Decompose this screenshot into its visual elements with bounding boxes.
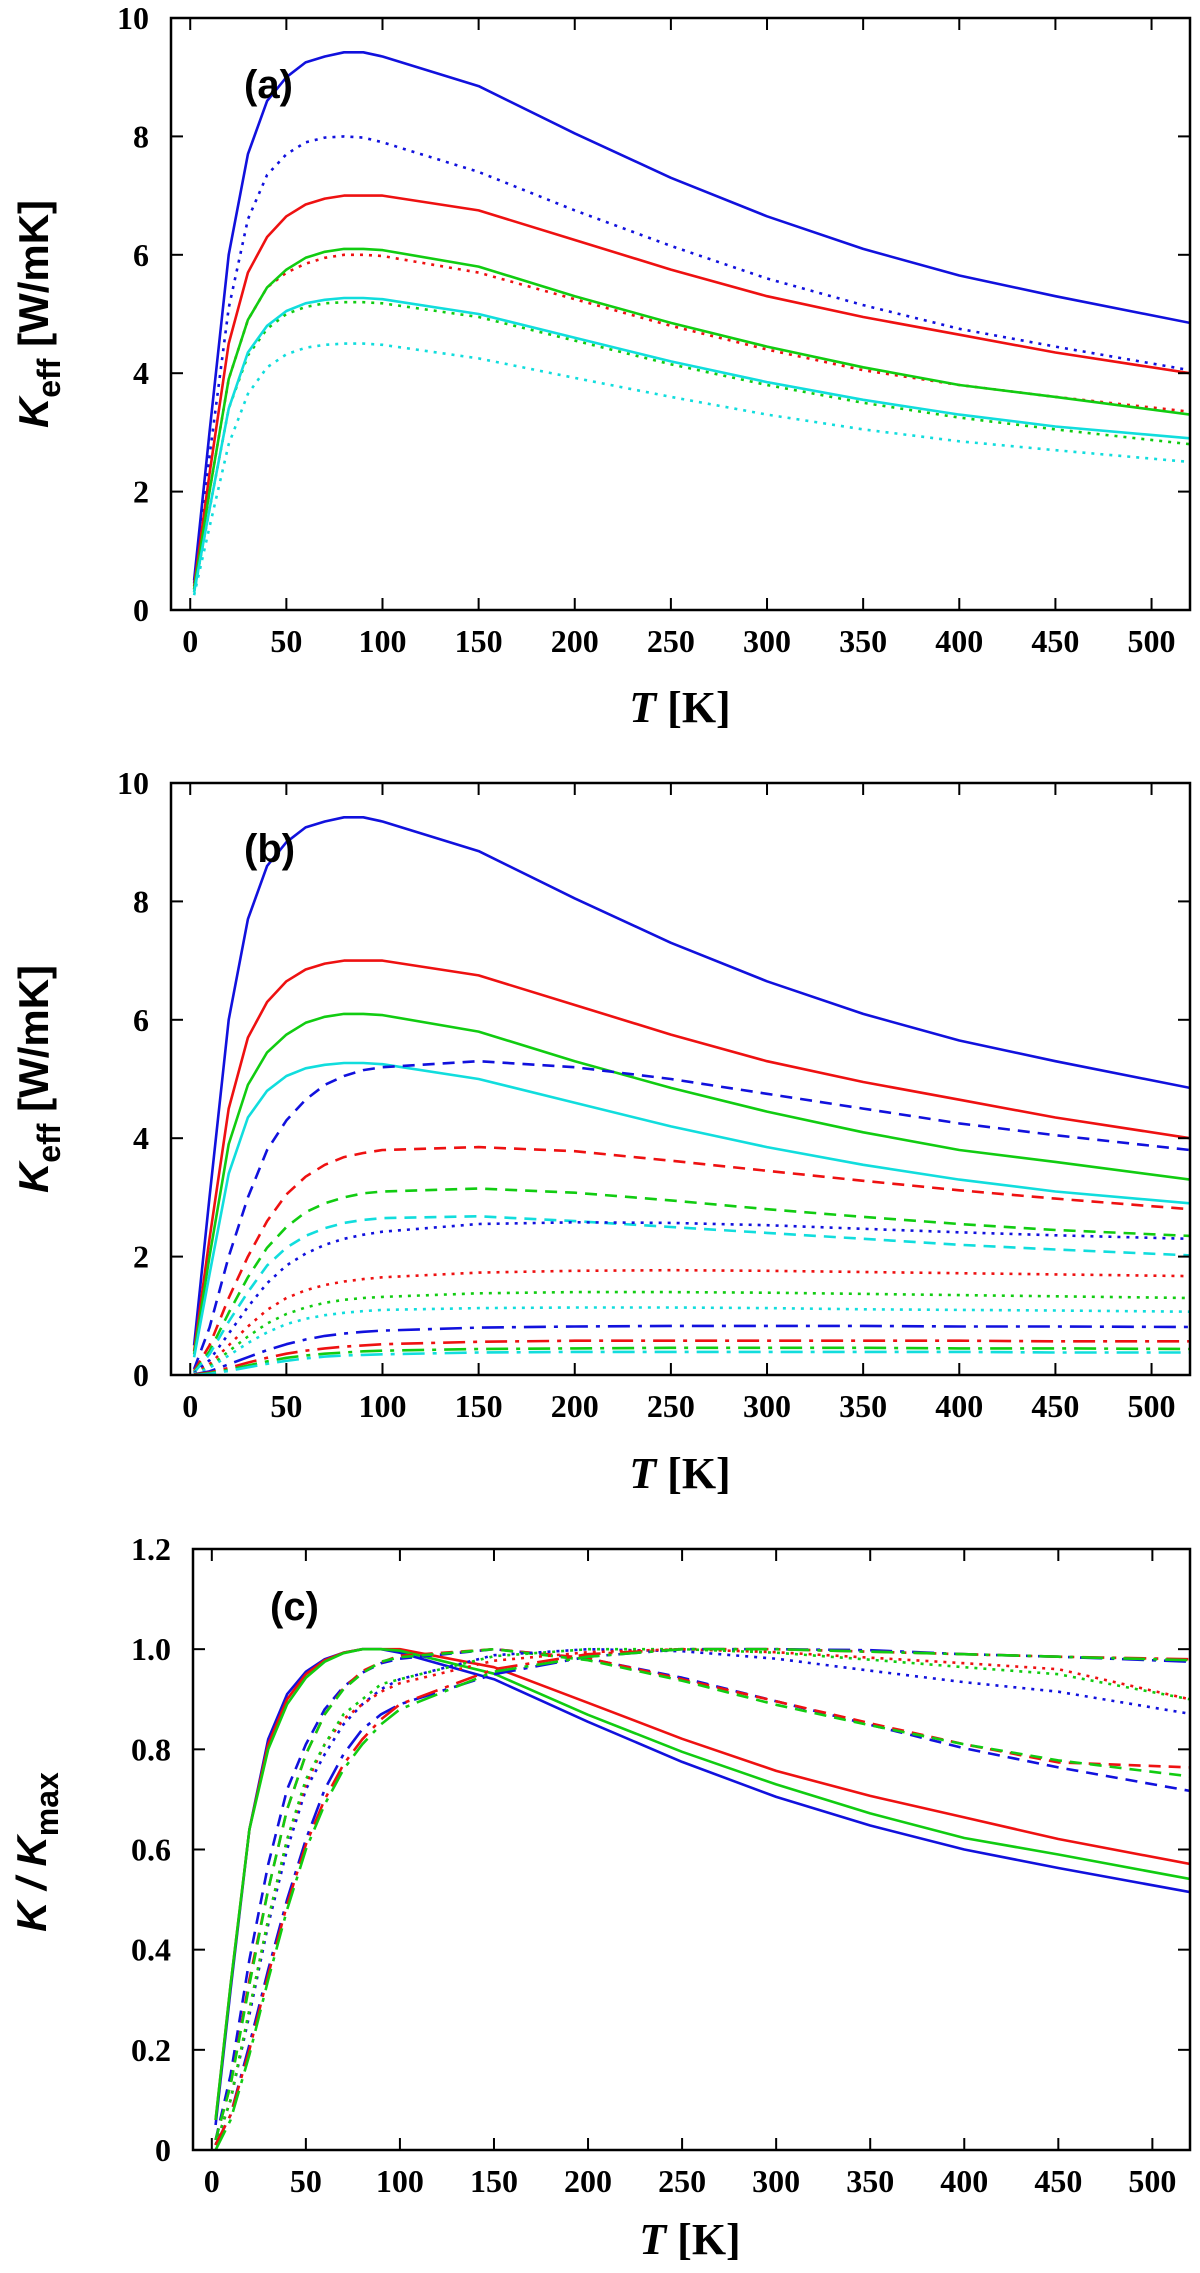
series-line-blue-dash-dot bbox=[214, 1647, 1190, 2146]
series-line-green-solid bbox=[214, 1647, 1190, 2121]
y-tick-label: 0 bbox=[133, 592, 149, 628]
series-line-red-dotted bbox=[193, 1268, 1190, 1375]
x-tick-label: 500 bbox=[1128, 623, 1176, 659]
x-tick-label: 100 bbox=[376, 2163, 424, 2199]
series-line-green-dashed bbox=[193, 1187, 1190, 1373]
plot-frame bbox=[169, 16, 1192, 612]
series-line-cyan-solid bbox=[192, 296, 1190, 593]
series-line-blue-solid bbox=[192, 815, 1190, 1346]
series-line-red-dash-dot bbox=[214, 1647, 1190, 2146]
x-axis-title: T [K] bbox=[629, 1449, 730, 1498]
x-tick-label: 300 bbox=[743, 1388, 791, 1424]
x-tick-label: 250 bbox=[658, 2163, 706, 2199]
panel-a: 0 50 100 150 200 250 300 350 400 450 500 0 2 4 6 8 10 (a… bbox=[10, 0, 1192, 732]
series-line-green-solid bbox=[192, 1012, 1190, 1355]
x-tick-label: 450 bbox=[1031, 1388, 1079, 1424]
x-tick-label: 450 bbox=[1031, 623, 1079, 659]
x-tick-label: 300 bbox=[743, 623, 791, 659]
x-tick-label: 100 bbox=[358, 1388, 406, 1424]
x-axis-title: T [K] bbox=[629, 683, 730, 732]
x-tick-label: 250 bbox=[647, 623, 695, 659]
series-line-blue-dashed bbox=[214, 1647, 1190, 2141]
panel-label: (a) bbox=[244, 63, 293, 107]
panel-b: 0 50 100 150 200 250 300 350 400 450 500 0 2 4 6 8 10 (b… bbox=[10, 765, 1192, 1498]
x-tick-label: 150 bbox=[455, 623, 503, 659]
series-line-red-solid bbox=[192, 194, 1190, 587]
series-line-red-solid bbox=[192, 959, 1190, 1352]
y-tick-label: 8 bbox=[133, 118, 149, 154]
series-line-blue-dash-dot bbox=[193, 1324, 1190, 1375]
series-line-green-solid bbox=[192, 247, 1190, 590]
x-tick-label: 350 bbox=[839, 623, 887, 659]
x-tick-label: 450 bbox=[1034, 2163, 1082, 2199]
panel-label: (c) bbox=[270, 1585, 319, 1629]
y-tick-label: 4 bbox=[133, 1120, 149, 1156]
x-axis-title: T [K] bbox=[639, 2215, 740, 2264]
x-tick-label: 150 bbox=[455, 1388, 503, 1424]
x-tick-label: 50 bbox=[270, 623, 302, 659]
y-tick-label: 0.6 bbox=[131, 1832, 171, 1868]
x-tick-label: 150 bbox=[470, 2163, 518, 2199]
series-line-cyan-solid bbox=[192, 1061, 1190, 1358]
x-tick-label: 300 bbox=[752, 2163, 800, 2199]
x-tick-label: 500 bbox=[1128, 1388, 1176, 1424]
series-line-red-dash-dot bbox=[193, 1339, 1190, 1375]
x-tick-label: 0 bbox=[204, 2163, 220, 2199]
series-line-green-dash-dot bbox=[193, 1346, 1190, 1375]
series-line-blue-solid bbox=[192, 50, 1190, 581]
y-tick-label: 1.0 bbox=[131, 1631, 171, 1667]
plot-frame bbox=[169, 781, 1192, 1377]
x-tick-label: 0 bbox=[182, 623, 198, 659]
x-tick-label: 400 bbox=[935, 623, 983, 659]
x-tick-label: 400 bbox=[940, 2163, 988, 2199]
x-tick-label: 50 bbox=[270, 1388, 302, 1424]
y-tick-label: 6 bbox=[133, 1002, 149, 1038]
x-tick-label: 200 bbox=[551, 1388, 599, 1424]
series-line-green-dash-dot bbox=[214, 1647, 1190, 2150]
y-tick-label: 0 bbox=[155, 2132, 171, 2168]
x-tick-label: 400 bbox=[935, 1388, 983, 1424]
y-tick-label: 6 bbox=[133, 237, 149, 273]
x-tick-label: 200 bbox=[564, 2163, 612, 2199]
y-tick-label: 10 bbox=[117, 0, 149, 36]
series-line-blue-dotted bbox=[192, 135, 1190, 584]
series-line-blue-dashed bbox=[192, 1059, 1190, 1370]
y-tick-label: 0.2 bbox=[131, 2032, 171, 2068]
y-tick-label: 8 bbox=[133, 883, 149, 919]
series-line-blue-dotted bbox=[193, 1221, 1190, 1375]
series-line-green-dotted bbox=[193, 1290, 1190, 1375]
series-line-cyan-dash-dot bbox=[193, 1350, 1190, 1375]
x-tick-label: 250 bbox=[647, 1388, 695, 1424]
y-tick-label: 0 bbox=[133, 1357, 149, 1393]
x-tick-label: 200 bbox=[551, 623, 599, 659]
series-line-red-dashed bbox=[192, 1145, 1190, 1372]
y-tick-label: 1.2 bbox=[131, 1531, 171, 1567]
y-tick-label: 4 bbox=[133, 355, 149, 391]
panel-label: (b) bbox=[244, 827, 295, 871]
y-axis-title: Keff [W/mK] bbox=[10, 200, 67, 428]
y-tick-label: 0.4 bbox=[131, 1932, 171, 1968]
y-tick-label: 2 bbox=[133, 474, 149, 510]
x-tick-label: 100 bbox=[358, 623, 406, 659]
y-tick-label: 2 bbox=[133, 1239, 149, 1275]
x-tick-label: 50 bbox=[290, 2163, 322, 2199]
panel-c: 0 50 100 150 200 250 300 350 400 450 500 0 0.2 0.4 0.6… bbox=[8, 1531, 1192, 2264]
x-tick-label: 350 bbox=[846, 2163, 894, 2199]
y-tick-label: 10 bbox=[117, 765, 149, 801]
y-tick-label: 0.8 bbox=[131, 1731, 171, 1767]
y-axis-title: Keff [W/mK] bbox=[10, 965, 67, 1193]
x-tick-label: 350 bbox=[839, 1388, 887, 1424]
plot-frame bbox=[191, 1547, 1192, 2152]
x-tick-label: 0 bbox=[182, 1388, 198, 1424]
y-axis-title: K / Kmax bbox=[8, 1772, 65, 1932]
x-tick-label: 500 bbox=[1128, 2163, 1176, 2199]
series-line-cyan-dotted bbox=[192, 342, 1190, 596]
